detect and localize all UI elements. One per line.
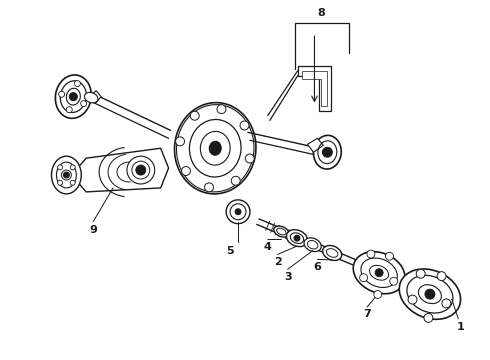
Circle shape [425, 289, 435, 299]
Text: 7: 7 [363, 309, 371, 319]
Circle shape [70, 165, 75, 170]
Text: 5: 5 [226, 247, 234, 256]
Text: 1: 1 [457, 322, 464, 332]
Text: 6: 6 [314, 262, 321, 272]
Circle shape [59, 91, 65, 97]
Circle shape [81, 100, 87, 107]
Circle shape [58, 180, 63, 185]
Circle shape [360, 274, 368, 282]
Circle shape [245, 154, 254, 163]
Circle shape [204, 183, 214, 192]
Ellipse shape [55, 75, 91, 118]
Circle shape [136, 165, 146, 175]
Circle shape [322, 147, 332, 157]
Ellipse shape [174, 103, 256, 194]
Ellipse shape [353, 252, 405, 294]
Ellipse shape [127, 156, 155, 184]
Circle shape [390, 277, 398, 285]
Circle shape [181, 167, 191, 175]
Circle shape [175, 137, 185, 146]
Circle shape [70, 93, 77, 100]
Ellipse shape [314, 135, 341, 169]
Circle shape [70, 180, 75, 185]
Text: 8: 8 [318, 8, 325, 18]
Polygon shape [297, 66, 331, 111]
Text: 2: 2 [274, 257, 282, 267]
Text: 9: 9 [89, 225, 97, 235]
Circle shape [226, 200, 250, 224]
Circle shape [437, 272, 446, 280]
Polygon shape [308, 138, 323, 152]
Ellipse shape [287, 230, 308, 247]
Text: 4: 4 [264, 243, 272, 252]
Circle shape [416, 269, 425, 278]
Circle shape [66, 107, 72, 113]
Polygon shape [301, 71, 327, 105]
Circle shape [190, 111, 199, 120]
Polygon shape [89, 91, 101, 103]
Circle shape [375, 269, 383, 277]
Circle shape [61, 170, 72, 180]
Circle shape [386, 252, 393, 260]
Circle shape [58, 165, 63, 170]
Ellipse shape [209, 141, 221, 155]
Circle shape [63, 172, 70, 178]
Circle shape [235, 209, 241, 215]
Circle shape [424, 314, 433, 322]
Circle shape [374, 291, 382, 298]
Ellipse shape [274, 226, 289, 237]
Ellipse shape [51, 156, 81, 194]
Ellipse shape [399, 269, 461, 319]
Circle shape [367, 250, 375, 258]
Ellipse shape [84, 93, 98, 103]
Circle shape [240, 121, 249, 130]
Circle shape [294, 235, 300, 241]
Circle shape [442, 299, 451, 308]
Circle shape [74, 81, 80, 86]
Polygon shape [72, 148, 169, 192]
Ellipse shape [322, 246, 342, 260]
Text: 3: 3 [284, 272, 292, 282]
Circle shape [217, 105, 226, 114]
Ellipse shape [304, 238, 321, 252]
Circle shape [408, 295, 417, 304]
Circle shape [231, 176, 240, 185]
